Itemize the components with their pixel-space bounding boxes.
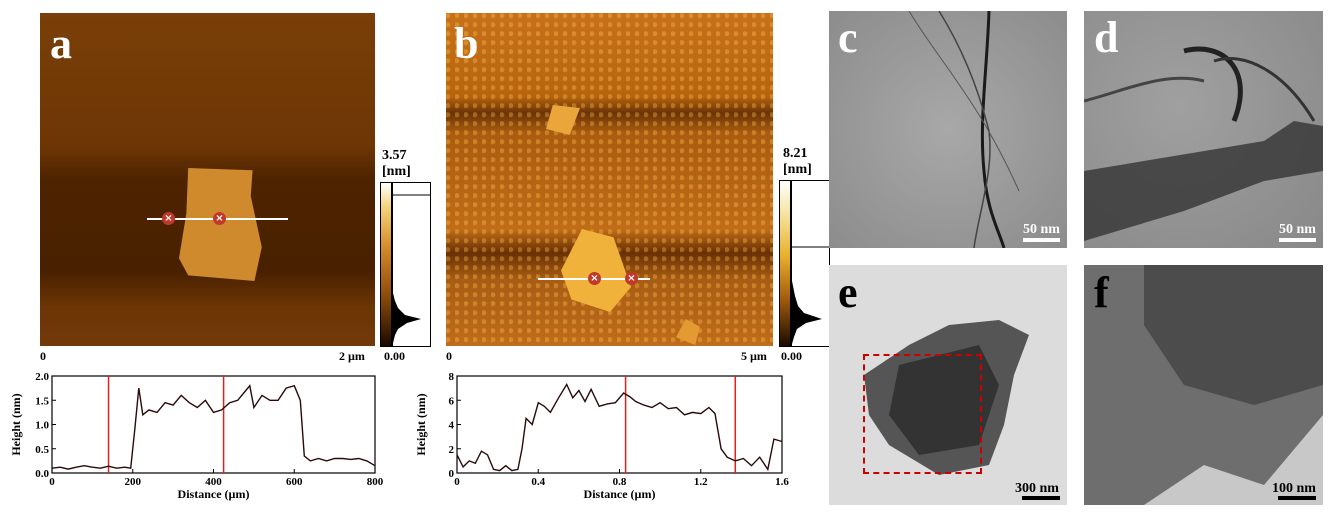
tem-image-e bbox=[829, 265, 1067, 505]
colorbar-unit-b: [nm] bbox=[783, 162, 812, 177]
scalebar-label-f: 100 nm bbox=[1272, 481, 1316, 496]
colorbar-max-b: 8.21 bbox=[783, 146, 808, 161]
panel-label-e: e bbox=[838, 268, 858, 317]
panel-label-f: f bbox=[1094, 268, 1109, 317]
panel-label-b: b bbox=[454, 19, 479, 68]
x-tick-label: 1.2 bbox=[694, 476, 708, 488]
scalebar-label-d: 50 nm bbox=[1279, 222, 1316, 237]
x-tick-label: 400 bbox=[205, 476, 222, 488]
marker-cross-2: × bbox=[213, 212, 226, 225]
colorbar-max-a: 3.57 bbox=[382, 148, 407, 163]
height-profile-chart-b: 0 0.4 0.8 1.2 1.6 0 2 4 6 8 Distance (µm) Height (n… bbox=[414, 371, 789, 501]
scalebar-e bbox=[1022, 496, 1060, 500]
x-tick-label: 1.6 bbox=[775, 476, 789, 488]
scalebar-label-e: 300 nm bbox=[1015, 481, 1059, 496]
scalebar-f bbox=[1278, 496, 1316, 500]
flake-b-small-2 bbox=[676, 319, 700, 345]
panel-label-d: d bbox=[1094, 13, 1119, 62]
axis-zero-a: 0 bbox=[40, 349, 46, 363]
x-tick-label: 800 bbox=[367, 476, 384, 488]
scale-label-a: 2 µm bbox=[339, 349, 365, 363]
afm-image-a: × × bbox=[40, 13, 375, 346]
scalebar-c bbox=[1023, 238, 1060, 242]
plot-frame bbox=[51, 375, 376, 474]
flake-b-main bbox=[561, 229, 631, 312]
height-profile-chart-a: 0 200 400 600 800 0.0 0.5 1.0 1.5 2.0 Distance (µm… bbox=[9, 371, 384, 501]
height-profile-line bbox=[51, 384, 376, 470]
y-tick-label: 4 bbox=[449, 420, 455, 432]
x-tick-label: 0.8 bbox=[613, 476, 627, 488]
afm-image-b: × × bbox=[446, 13, 773, 346]
selection-box-e bbox=[863, 354, 982, 474]
flake-b-small-1 bbox=[546, 105, 580, 135]
y-tick-label: 0.0 bbox=[35, 468, 49, 480]
scale-label-b: 5 µm bbox=[741, 349, 767, 363]
y-axis-label: Height (nm) bbox=[414, 393, 428, 455]
y-axis-label: Height (nm) bbox=[9, 393, 23, 455]
plot-frame bbox=[456, 375, 783, 474]
y-tick-label: 2.0 bbox=[35, 371, 49, 383]
y-tick-label: 2 bbox=[449, 444, 455, 456]
colorbar-min-b: 0.00 bbox=[781, 349, 802, 363]
marker-cross-1: × bbox=[162, 212, 175, 225]
tem-image-f bbox=[1084, 265, 1323, 505]
panel-label-c: c bbox=[838, 13, 858, 62]
axis-zero-b: 0 bbox=[446, 349, 452, 363]
x-axis-label: Distance (µm) bbox=[178, 487, 250, 501]
x-tick-label: 0 bbox=[454, 476, 460, 488]
marker-cross-3: × bbox=[588, 272, 601, 285]
height-profile-line bbox=[456, 383, 783, 472]
y-tick-label: 1.5 bbox=[35, 395, 49, 407]
flake-a bbox=[179, 168, 262, 281]
y-tick-label: 0.5 bbox=[35, 444, 49, 456]
x-tick-label: 0 bbox=[49, 476, 55, 488]
colorbar-b bbox=[779, 180, 791, 347]
tem-image-c bbox=[829, 11, 1067, 248]
colorbar-histogram-b bbox=[791, 180, 830, 347]
x-axis-label: Distance (µm) bbox=[584, 487, 656, 501]
panel-label-a: a bbox=[50, 19, 72, 68]
colorbar-unit-a: [nm] bbox=[382, 164, 411, 179]
colorbar-a bbox=[380, 182, 392, 347]
colorbar-min-a: 0.00 bbox=[384, 349, 405, 363]
y-tick-label: 1.0 bbox=[35, 420, 49, 432]
scalebar-d bbox=[1279, 238, 1316, 242]
y-tick-label: 6 bbox=[449, 395, 455, 407]
x-tick-label: 200 bbox=[125, 476, 142, 488]
scalebar-label-c: 50 nm bbox=[1023, 222, 1060, 237]
marker-cross-4: × bbox=[625, 272, 638, 285]
tem-image-d bbox=[1084, 11, 1323, 248]
colorbar-histogram-a bbox=[392, 182, 431, 347]
x-tick-label: 600 bbox=[286, 476, 303, 488]
y-tick-label: 8 bbox=[449, 371, 455, 383]
y-tick-label: 0 bbox=[449, 468, 455, 480]
x-tick-label: 0.4 bbox=[531, 476, 545, 488]
